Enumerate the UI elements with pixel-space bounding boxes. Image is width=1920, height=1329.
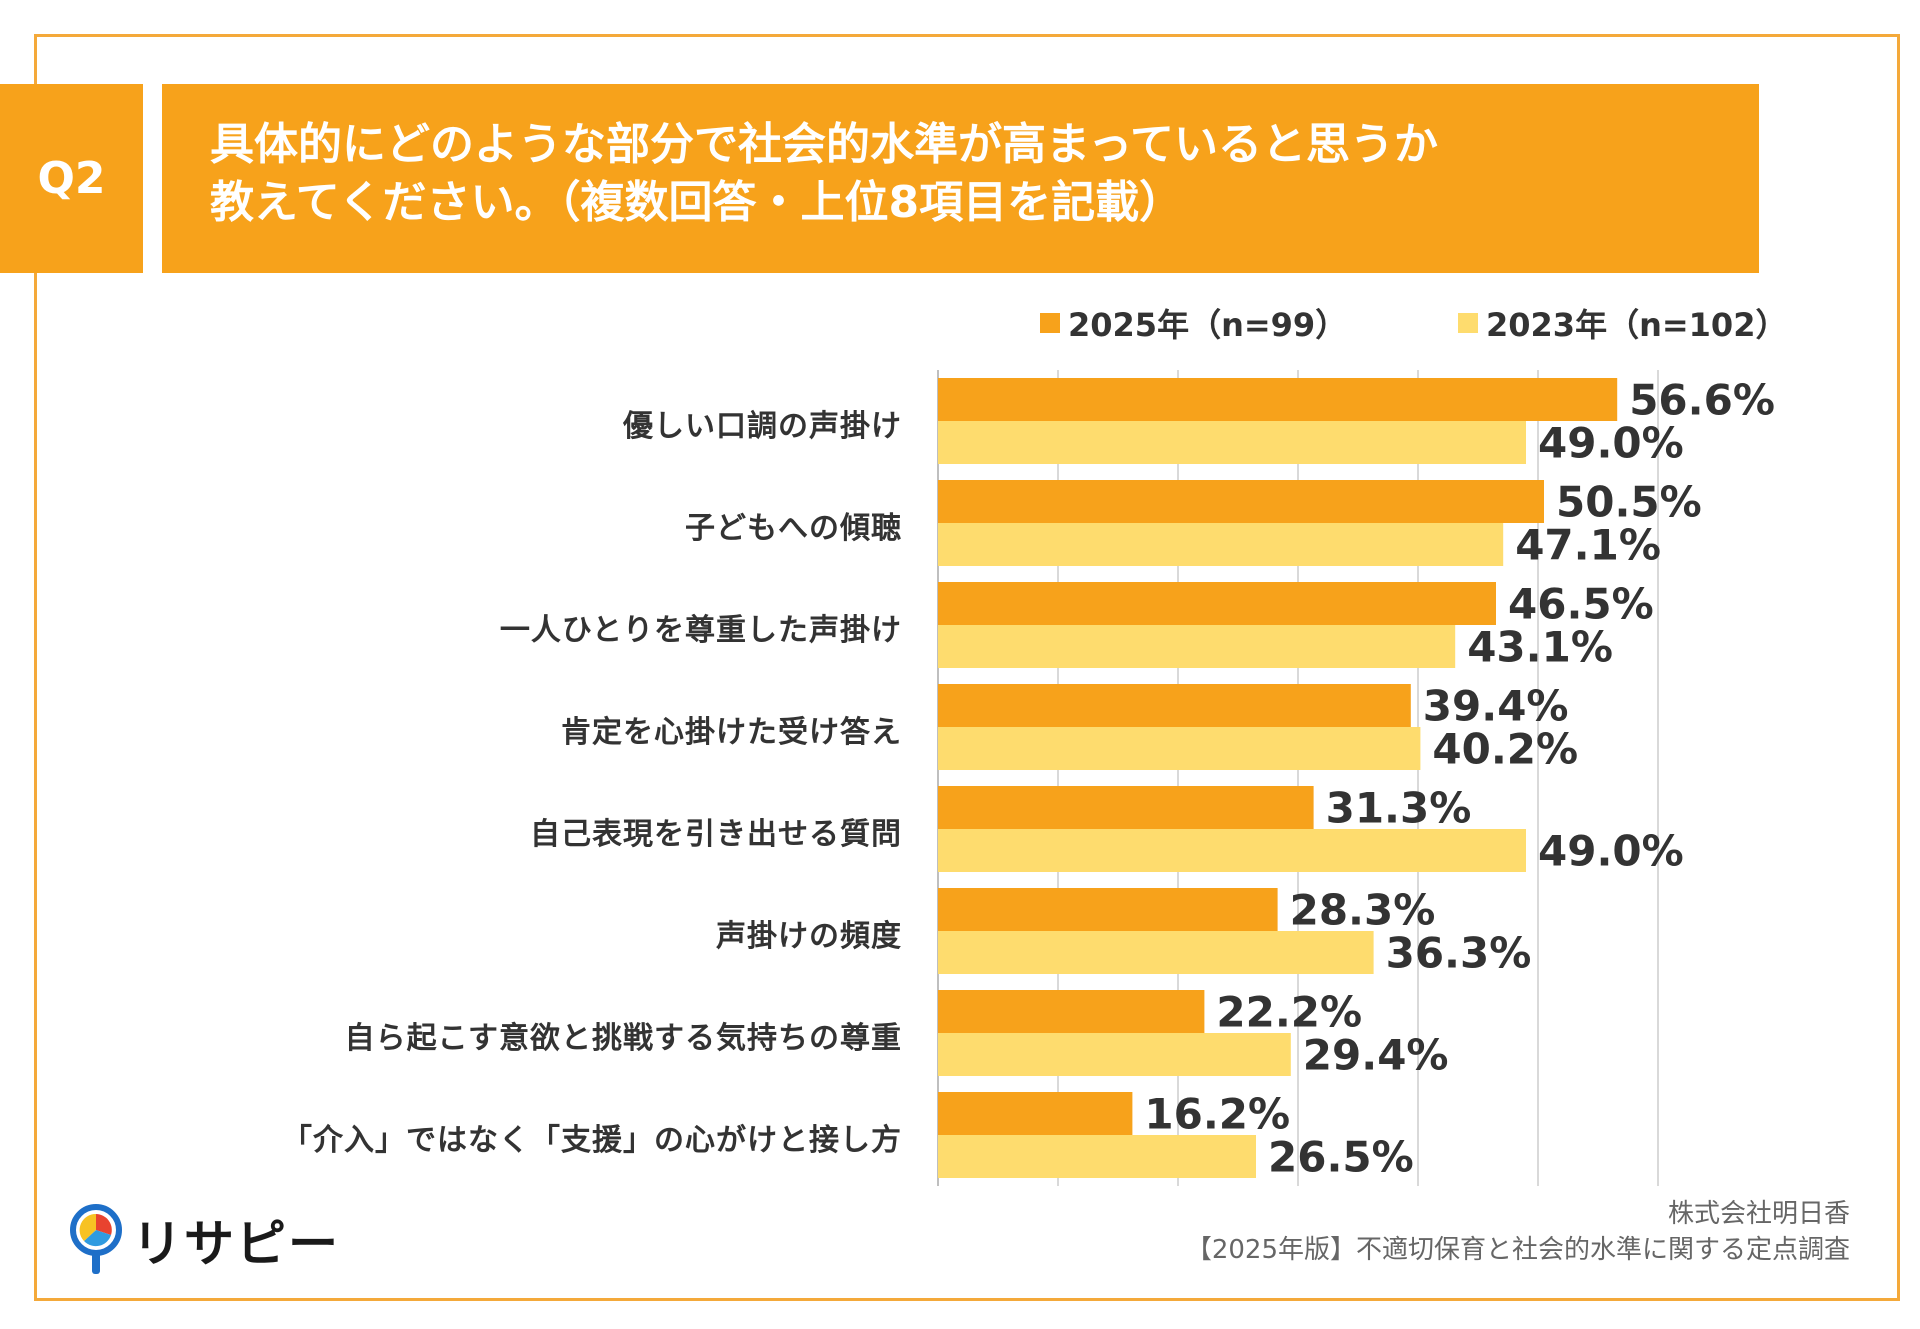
bar-2023-5 [938,829,1526,872]
data-label-2025-6: 28.3% [1290,886,1436,935]
data-label-2023-7: 29.4% [1303,1031,1449,1080]
bar-2025-3 [938,582,1496,625]
bar-2023-7 [938,1033,1291,1076]
brand-logo: リサピー [68,1204,340,1276]
data-label-2025-5: 31.3% [1326,784,1472,833]
bar-2025-1 [938,378,1618,421]
pin-logo-icon [70,1204,122,1274]
data-label-2025-8: 16.2% [1144,1090,1290,1139]
footer-survey: 【2025年版】不適切保育と社会的水準に関する定点調査 [1185,1235,1850,1265]
bar-2023-6 [938,931,1374,974]
data-label-2025-3: 46.5% [1508,580,1654,629]
bar-2025-4 [938,684,1411,727]
question-tag-label: Q2 [37,153,106,204]
bar-2025-5 [938,786,1314,829]
category-label-2: 子どもへの傾聴 [685,511,902,546]
brand-name: リサピー [132,1215,340,1273]
category-label-1: 優しい口調の声掛け [623,409,902,444]
category-label-3: 一人ひとりを尊重した声掛け [499,613,902,648]
data-label-2023-2: 47.1% [1515,521,1661,570]
bar-2023-1 [938,421,1526,464]
question-title: 具体的にどのような部分で社会的水準が高まっていると思うか 教えてください。（複数… [162,84,1759,273]
data-label-2023-5: 49.0% [1538,827,1684,876]
bar-2023-4 [938,727,1421,770]
footer-company: 株式会社明日香 [1667,1199,1850,1229]
data-label-2023-4: 40.2% [1432,725,1578,774]
data-label-2023-1: 49.0% [1538,419,1684,468]
legend-item-2025: 2025年（n=99） [1040,303,1348,344]
bar-2025-2 [938,480,1544,523]
data-label-2023-6: 36.3% [1386,929,1532,978]
legend-item-2023: 2023年（n=102） [1458,303,1788,344]
bar-2023-3 [938,625,1456,668]
category-label-4: 肯定を心掛けた受け答え [561,715,902,750]
chart-frame [34,34,1900,1301]
bar-2025-7 [938,990,1205,1033]
legend-swatch-2023 [1458,313,1478,333]
category-label-6: 声掛けの頻度 [716,919,902,954]
legend-label-2025: 2025年（n=99） [1068,306,1348,344]
data-label-2023-3: 43.1% [1467,623,1613,672]
bar-2023-8 [938,1135,1256,1178]
data-label-2023-8: 26.5% [1268,1133,1414,1182]
question-title-line-2: 教えてください。（複数回答・上位8項目を記載） [210,177,1184,228]
legend-swatch-2025 [1040,313,1060,333]
data-label-2025-7: 22.2% [1216,988,1362,1037]
data-label-2025-1: 56.6% [1629,376,1775,425]
category-label-7: 自ら起こす意欲と挑戦する気持ちの尊重 [344,1021,902,1056]
question-tag: Q2 [0,84,143,273]
category-label-8: 「介入」ではなく「支援」の心がけと接し方 [282,1123,902,1158]
legend-label-2023: 2023年（n=102） [1486,306,1788,344]
question-title-line-1: 具体的にどのような部分で社会的水準が高まっていると思うか [210,119,1439,170]
bar-2025-6 [938,888,1278,931]
category-label-5: 自己表現を引き出せる質問 [530,817,902,852]
bar-2023-2 [938,523,1504,566]
data-label-2025-4: 39.4% [1423,682,1569,731]
bar-2025-8 [938,1092,1133,1135]
data-label-2025-2: 50.5% [1556,478,1702,527]
